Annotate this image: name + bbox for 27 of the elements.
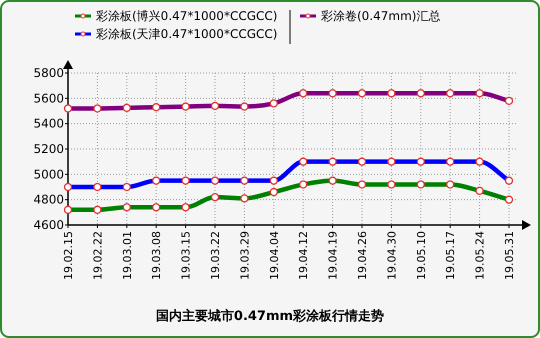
y-tick-label: 5000 [33,167,64,182]
legend-label: 彩涂板(博兴0.47*1000*CCGCC) [96,9,278,23]
text: 国内主要城市0.47mm彩涂板行情走势 [156,308,384,324]
x-tick-label: 19.05.17 [444,231,458,280]
x-tick-label: 19.03.22 [209,231,222,280]
x-tick-label: 19.05.31 [503,231,516,280]
x-tick-label: 19.04.04 [268,231,281,280]
y-tick-label: 4600 [33,218,64,232]
x-tick-label: 19.03.15 [180,231,193,280]
x-tick-label: 19.03.08 [150,231,164,280]
y-tick-label: 5600 [33,91,64,106]
y-tick-label: 5800 [33,66,64,80]
legend-label: 彩涂板(天津0.47*1000*CCGCC) [96,27,278,41]
y-tick-label: 5200 [33,142,64,156]
x-tick-label: 19.05.24 [474,231,487,280]
x-tick-label: 19.02.22 [91,231,104,280]
y-tick-label: 4800 [33,192,64,207]
x-tick-label: 19.04.19 [326,231,340,280]
x-tick-label: 19.05.10 [414,231,428,280]
legend-label: 彩涂卷(0.47mm)汇总 [321,9,440,23]
x-tick-label: 19.03.29 [238,231,252,280]
x-tick-label: 19.04.26 [356,231,369,280]
y-tick-label: 5400 [33,116,64,131]
x-tick-label: 19.02.15 [62,231,75,280]
x-tick-label: 19.04.12 [297,231,310,280]
x-tick-label: 19.03.01 [120,231,134,280]
x-tick-label: 19.04.30 [385,231,398,280]
